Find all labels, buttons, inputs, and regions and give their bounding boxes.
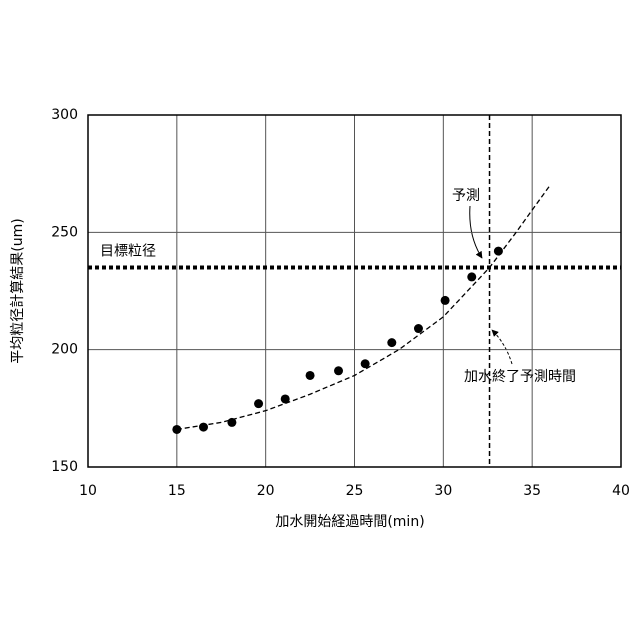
data-point (467, 272, 476, 281)
y-axis-label: 平均粒径計算結果(um) (10, 218, 26, 363)
data-point (281, 394, 290, 403)
end-time-label: 加水終了予測時間 (464, 369, 576, 385)
x-tick-label: 30 (434, 483, 452, 499)
data-point (361, 359, 370, 368)
x-axis-label: 加水開始経過時間(min) (275, 514, 424, 530)
data-point (199, 423, 208, 432)
data-point (441, 296, 450, 305)
data-point (306, 371, 315, 380)
y-tick-label: 250 (51, 224, 78, 240)
y-tick-label: 150 (51, 459, 78, 475)
y-tick-label: 300 (51, 107, 78, 123)
x-tick-label: 10 (79, 483, 97, 499)
chart: 加水開始経過時間(min) 平均粒径計算結果(um) 10 15 20 25 30 35 4… (0, 0, 640, 640)
data-point (334, 366, 343, 375)
y-tick-label: 200 (51, 342, 78, 358)
x-tick-label: 35 (523, 483, 541, 499)
data-point (414, 324, 423, 333)
end-time-arrow (492, 330, 512, 364)
x-tick-label: 20 (257, 483, 275, 499)
x-tick-label: 15 (168, 483, 186, 499)
data-point (172, 425, 181, 434)
data-point (387, 338, 396, 347)
data-point (494, 247, 503, 256)
data-point (254, 399, 263, 408)
target-label: 目標粒径 (100, 244, 156, 260)
fit-curve (177, 185, 550, 429)
data-point (227, 418, 236, 427)
x-tick-label: 40 (612, 483, 630, 499)
x-tick-label: 25 (346, 483, 364, 499)
prediction-label: 予測 (452, 188, 480, 204)
